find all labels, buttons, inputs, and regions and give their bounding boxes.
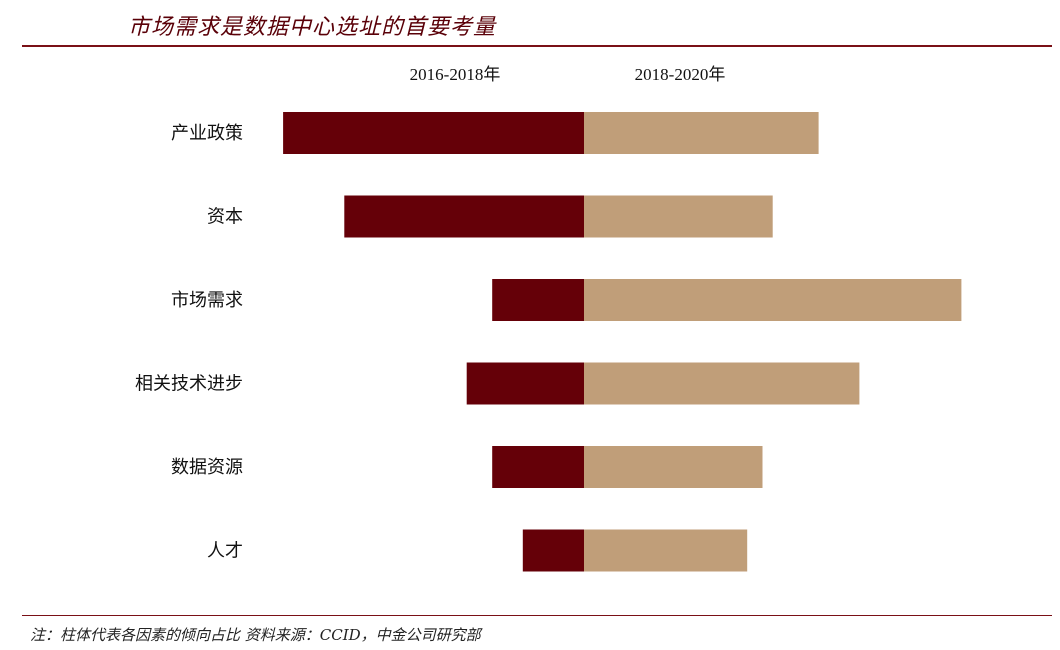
bar-2016-2018 — [344, 195, 584, 238]
bar-2018-2020 — [584, 529, 748, 572]
bar-2016-2018 — [522, 529, 584, 572]
title-divider — [22, 45, 1052, 47]
footnote-divider — [22, 615, 1052, 616]
bar-2016-2018 — [492, 279, 584, 321]
bar-2016-2018 — [492, 446, 584, 488]
category-label: 人才 — [207, 541, 243, 562]
page-title: 市场需求是数据中心选址的首要考量 — [128, 15, 497, 40]
footnote: 注：柱体代表各因素的倾向占比 资料来源：CCID，中金公司研究部 — [30, 626, 481, 644]
bar-2018-2020 — [584, 362, 860, 405]
category-label: 数据资源 — [171, 457, 243, 478]
bar-2018-2020 — [584, 195, 773, 238]
bar-2016-2018 — [283, 112, 584, 154]
category-label: 相关技术进步 — [135, 374, 243, 395]
legend-label-2016-2018: 2016-2018年 — [410, 65, 501, 84]
legend-label-2018-2020: 2018-2020年 — [635, 65, 726, 84]
category-label: 资本 — [207, 207, 243, 228]
bar-2018-2020 — [584, 112, 819, 154]
bar-2018-2020 — [584, 279, 962, 321]
bar-2018-2020 — [584, 446, 763, 488]
bar-2016-2018 — [466, 362, 584, 405]
category-label: 市场需求 — [171, 290, 243, 311]
category-label: 产业政策 — [171, 123, 243, 144]
